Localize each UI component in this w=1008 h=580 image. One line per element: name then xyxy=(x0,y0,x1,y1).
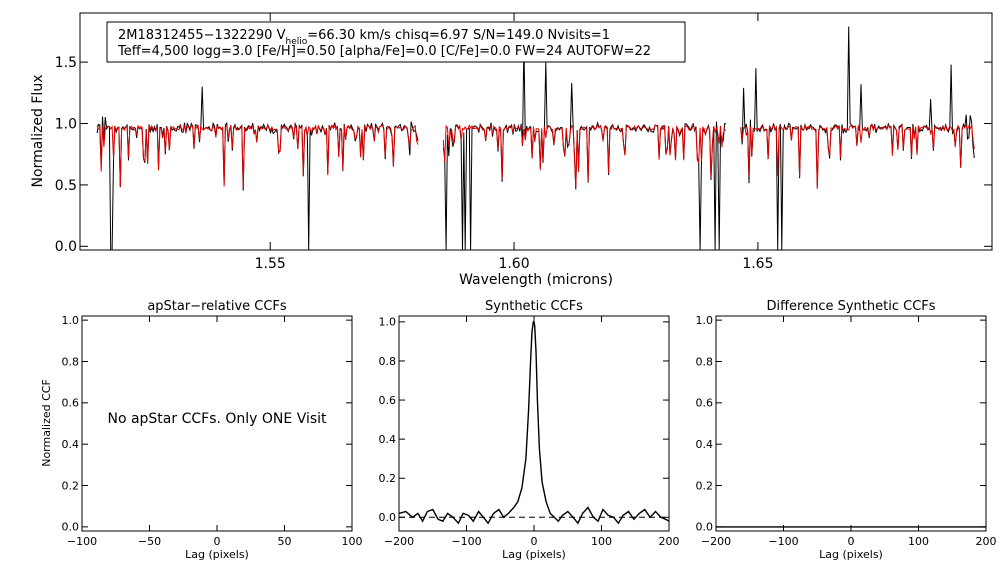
x-tick-label: −100 xyxy=(768,535,798,548)
spectrum-panel: 1.55 1.60 1.65 0.0 0.5 1.0 1.5 Wavelength (mic… xyxy=(30,12,993,288)
x-tick-label: 100 xyxy=(908,535,929,548)
spectrum-frame xyxy=(79,12,993,251)
spectrum-annotation: 2M18312455−1322290 Vhelio=66.30 km/s chi… xyxy=(106,21,686,63)
y-tick-label: 0.0 xyxy=(55,239,77,255)
y-tick-label: 1.0 xyxy=(379,316,397,329)
annotation-line1-suffix: =66.30 km/s chisq=6.97 S/N=149.0 Nvisits… xyxy=(307,28,610,43)
x-tick-label: 50 xyxy=(278,535,292,548)
x-tick-label: 0 xyxy=(848,535,855,548)
y-tick-label: 0.8 xyxy=(379,355,397,368)
y-tick-label: 0.0 xyxy=(62,521,80,534)
synthetic-lines xyxy=(398,321,670,525)
y-tick-label: 0.5 xyxy=(55,178,77,194)
x-tick-label: 1.65 xyxy=(742,256,773,272)
y-tick-label: 0.2 xyxy=(379,472,397,485)
apstar-title: apStar−relative CCFs xyxy=(147,299,287,314)
spectrum-ylabel: Normalized Flux xyxy=(30,75,46,188)
y-tick-label: 0.0 xyxy=(379,511,397,524)
y-tick-label: 1.5 xyxy=(55,55,77,71)
observed-spectrum-line xyxy=(442,42,727,251)
x-tick-label: 0 xyxy=(531,535,538,548)
y-tick-label: 0.4 xyxy=(696,438,714,451)
annotation-line1: 2M18312455−1322290 Vhelio=66.30 km/s chi… xyxy=(118,28,610,47)
spectrum-xlabel: Wavelength (microns) xyxy=(459,272,613,288)
synthetic-ticks: −200 −100 0 100 200 0.0 0.2 0.4 0.6 0.8 1.0 xyxy=(379,316,680,548)
y-tick-label: 0.0 xyxy=(696,521,714,534)
model-spectrum-line xyxy=(740,123,975,190)
apstar-ccf-panel: apStar−relative CCFs Lag (pixels) Normal… xyxy=(40,299,363,561)
spectrum-ticks: 1.55 1.60 1.65 0.0 0.5 1.0 1.5 xyxy=(55,13,992,272)
synthetic-frame xyxy=(398,315,670,532)
y-tick-label: 0.8 xyxy=(696,355,714,368)
y-tick-label: 1.0 xyxy=(696,314,714,327)
y-tick-label: 0.8 xyxy=(62,355,80,368)
difference-xlabel: Lag (pixels) xyxy=(819,548,883,561)
x-tick-label: 1.60 xyxy=(498,256,529,272)
y-tick-label: 0.2 xyxy=(62,479,80,492)
y-tick-label: 0.4 xyxy=(379,433,397,446)
apstar-message: No apStar CCFs. Only ONE Visit xyxy=(107,411,327,427)
observed-spectrum-line xyxy=(96,86,419,251)
apstar-ylabel: Normalized CCF xyxy=(40,379,53,467)
x-tick-label: −200 xyxy=(701,535,731,548)
annotation-line1-prefix: 2M18312455−1322290 V xyxy=(118,28,286,43)
apstar-ticks: −100 −50 0 50 100 0.0 0.2 0.4 0.6 0.8 1.0 xyxy=(62,314,363,548)
x-tick-label: −100 xyxy=(451,535,481,548)
y-tick-label: 0.6 xyxy=(62,397,80,410)
x-tick-label: 0 xyxy=(214,535,221,548)
model-spectrum-line xyxy=(96,123,419,188)
difference-frame xyxy=(715,315,987,532)
y-tick-label: 0.6 xyxy=(696,397,714,410)
model-spectrum-line xyxy=(442,123,727,188)
synthetic-title: Synthetic CCFs xyxy=(485,299,583,314)
x-tick-label: −100 xyxy=(67,535,97,548)
annotation-line1-subscript: helio xyxy=(285,37,307,47)
annotation-box xyxy=(106,21,686,63)
apstar-xlabel: Lag (pixels) xyxy=(185,548,249,561)
y-tick-label: 1.0 xyxy=(62,314,80,327)
annotation-line2: Teff=4,500 logg=3.0 [Fe/H]=0.50 [alpha/F… xyxy=(117,44,651,59)
x-tick-label: 200 xyxy=(976,535,997,548)
y-tick-label: 0.4 xyxy=(62,438,80,451)
synthetic-ccf-panel: Synthetic CCFs Lag (pixels) −200 −100 0 100… xyxy=(379,299,680,561)
y-tick-label: 0.2 xyxy=(696,479,714,492)
x-tick-label: 200 xyxy=(659,535,680,548)
x-tick-label: −50 xyxy=(138,535,161,548)
x-tick-label: 100 xyxy=(591,535,612,548)
y-tick-label: 1.0 xyxy=(55,116,77,132)
difference-ccf-panel: Difference Synthetic CCFs Lag (pixels) −… xyxy=(696,299,997,561)
synthetic-xlabel: Lag (pixels) xyxy=(502,548,566,561)
x-tick-label: 100 xyxy=(342,535,363,548)
difference-title: Difference Synthetic CCFs xyxy=(766,299,935,314)
difference-ticks: −200 −100 0 100 200 0.0 0.2 0.4 0.6 0.8 1.0 xyxy=(696,314,997,548)
synthetic-ccf-line xyxy=(398,321,670,525)
x-tick-label: −200 xyxy=(384,535,414,548)
spectrum-lines xyxy=(96,26,975,251)
y-tick-label: 0.6 xyxy=(379,394,397,407)
x-tick-label: 1.55 xyxy=(255,256,286,272)
